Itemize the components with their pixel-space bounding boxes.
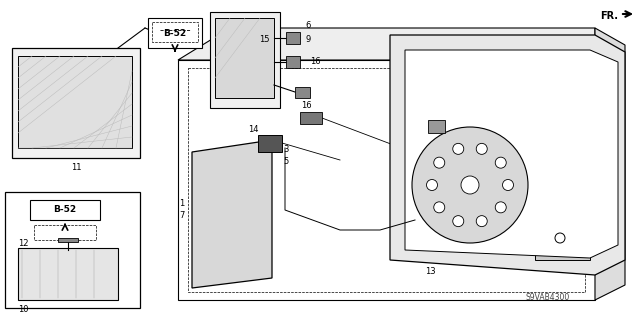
- Polygon shape: [18, 248, 118, 300]
- Circle shape: [476, 143, 487, 154]
- Text: FR.: FR.: [600, 11, 618, 21]
- Circle shape: [434, 202, 445, 213]
- Polygon shape: [148, 18, 202, 48]
- Polygon shape: [152, 22, 198, 42]
- Circle shape: [452, 143, 464, 154]
- Polygon shape: [58, 238, 78, 242]
- Polygon shape: [258, 135, 282, 152]
- Text: 12: 12: [18, 240, 29, 249]
- Text: 16: 16: [301, 100, 311, 109]
- Polygon shape: [30, 200, 100, 220]
- Text: 1: 1: [179, 198, 184, 207]
- Text: B-52: B-52: [53, 205, 77, 214]
- Circle shape: [434, 157, 445, 168]
- Polygon shape: [178, 60, 595, 300]
- Circle shape: [502, 180, 513, 190]
- Circle shape: [476, 216, 487, 226]
- Polygon shape: [295, 87, 310, 98]
- Polygon shape: [535, 110, 590, 260]
- Circle shape: [555, 233, 565, 243]
- Circle shape: [495, 157, 506, 168]
- Polygon shape: [428, 120, 445, 133]
- Polygon shape: [286, 32, 300, 44]
- Circle shape: [426, 180, 438, 190]
- Polygon shape: [5, 192, 140, 308]
- Text: 14: 14: [248, 125, 259, 135]
- Polygon shape: [390, 35, 625, 275]
- Circle shape: [412, 127, 528, 243]
- Circle shape: [452, 216, 464, 226]
- Text: 4: 4: [447, 114, 452, 122]
- Text: 13: 13: [553, 238, 563, 247]
- Polygon shape: [192, 140, 272, 288]
- Text: 15: 15: [259, 35, 270, 44]
- Text: B-52: B-52: [163, 28, 187, 38]
- Text: 6: 6: [305, 20, 310, 29]
- Text: 2: 2: [250, 158, 255, 167]
- Circle shape: [495, 202, 506, 213]
- Polygon shape: [595, 28, 625, 300]
- Text: 7: 7: [179, 211, 185, 219]
- Text: 16: 16: [310, 57, 320, 66]
- Text: 3: 3: [284, 145, 289, 154]
- Circle shape: [461, 176, 479, 194]
- Polygon shape: [210, 12, 280, 108]
- Polygon shape: [18, 56, 132, 148]
- Text: 11: 11: [71, 164, 81, 173]
- Text: 13: 13: [425, 268, 435, 277]
- Polygon shape: [286, 56, 300, 68]
- Polygon shape: [405, 50, 618, 258]
- Text: 9: 9: [305, 35, 310, 44]
- Polygon shape: [178, 28, 595, 60]
- Polygon shape: [215, 18, 274, 98]
- Text: 5: 5: [284, 158, 289, 167]
- Polygon shape: [12, 48, 140, 158]
- Polygon shape: [300, 112, 322, 124]
- Text: 10: 10: [18, 306, 29, 315]
- Text: 8: 8: [250, 169, 255, 179]
- Polygon shape: [34, 225, 96, 240]
- Text: S9VAB4300: S9VAB4300: [526, 293, 570, 302]
